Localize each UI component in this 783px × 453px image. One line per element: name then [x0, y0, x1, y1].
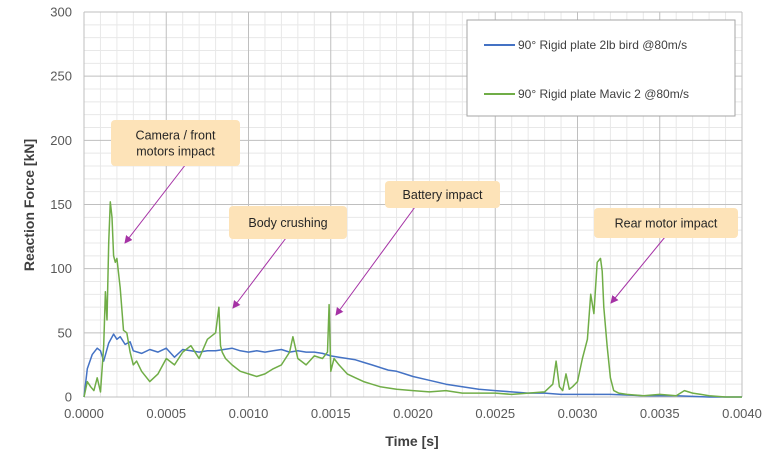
- legend-label: 90° Rigid plate 2lb bird @80m/s: [518, 38, 687, 52]
- callout-arrow: [610, 236, 666, 304]
- legend-label: 90° Rigid plate Mavic 2 @80m/s: [518, 87, 689, 101]
- callout-label: Battery impact: [403, 188, 483, 202]
- callout-box: [229, 206, 347, 239]
- y-axis-ticks: 0 50 100 150 200 250 300: [50, 5, 72, 405]
- x-tick-label: 0.0005: [146, 406, 186, 421]
- x-axis-ticks: 0.0000 0.0005 0.0010 0.0015 0.0020 0.0025 0.00…: [64, 406, 762, 421]
- y-tick-label: 300: [50, 5, 72, 20]
- series-line-1: [83, 333, 742, 398]
- callout-label: Camera / front: [136, 129, 216, 143]
- y-tick-label: 100: [50, 261, 72, 276]
- callout-label: Body crushing: [248, 216, 327, 230]
- series-layer: [83, 201, 742, 398]
- x-tick-label: 0.0015: [311, 406, 351, 421]
- callout-box: [385, 181, 500, 208]
- y-tick-label: 200: [50, 133, 72, 148]
- callout-label: Rear motor impact: [615, 217, 718, 231]
- x-tick-label: 0.0000: [64, 406, 104, 421]
- callout-box: [594, 208, 738, 238]
- x-tick-label: 0.0025: [475, 406, 515, 421]
- x-tick-label: 0.0035: [640, 406, 680, 421]
- y-tick-label: 250: [50, 69, 72, 84]
- x-tick-label: 0.0010: [229, 406, 269, 421]
- callout-arrow: [335, 206, 416, 316]
- x-tick-label: 0.0040: [722, 406, 762, 421]
- x-tick-label: 0.0020: [393, 406, 433, 421]
- series-line-2: [83, 201, 742, 398]
- y-axis-title: Reaction Force [kN]: [21, 139, 37, 271]
- callout-box: [111, 120, 240, 166]
- y-tick-label: 150: [50, 197, 72, 212]
- callout-label: motors impact: [136, 145, 215, 159]
- x-tick-label: 0.0030: [558, 406, 598, 421]
- callouts: Camera / front motors impact Body crushing…: [111, 120, 738, 316]
- x-axis-title: Time [s]: [385, 433, 438, 449]
- callout-arrow: [124, 163, 187, 244]
- legend: 90° Rigid plate 2lb bird @80m/s 90° Rigid…: [466, 19, 736, 117]
- y-tick-label: 0: [65, 390, 72, 405]
- legend-box: [466, 19, 736, 117]
- callout-arrow: [232, 237, 287, 309]
- y-tick-label: 50: [58, 325, 72, 340]
